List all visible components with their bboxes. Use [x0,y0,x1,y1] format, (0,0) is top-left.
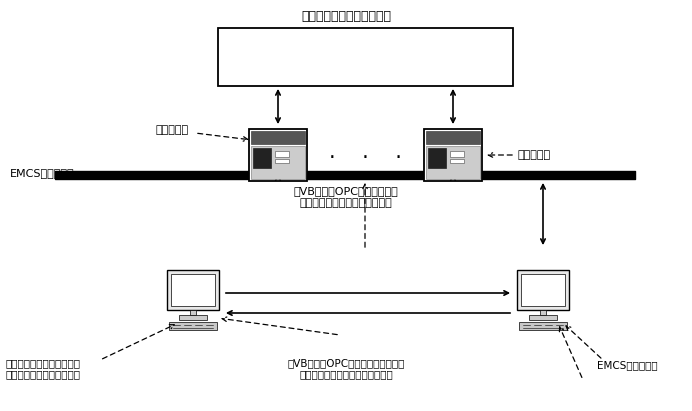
Bar [426,146,480,179]
Text: 动式故障诊断方法的计算机: 动式故障诊断方法的计算机 [5,369,80,379]
Bar [251,146,305,179]
Bar [519,322,567,330]
Text: 变风量空调系统的控制过程: 变风量空调系统的控制过程 [301,10,391,23]
Bar [424,129,482,181]
Text: 处理器发送主动式诊断控制信号: 处理器发送主动式诊断控制信号 [300,198,392,208]
Text: ·    ·    ·: · · · [329,148,402,168]
Text: 用VB语言和OPC客户端从中央处理器: 用VB语言和OPC客户端从中央处理器 [287,358,405,368]
Text: 现场控制器: 现场控制器 [155,125,188,135]
Bar [521,274,565,306]
Bar [428,148,446,168]
Text: EMCS中央处理器: EMCS中央处理器 [597,360,657,370]
Bar [540,310,546,315]
Bar [517,270,569,310]
Bar [171,274,215,306]
Bar [169,322,217,330]
Bar [251,131,305,144]
Text: EMCS的通信网络: EMCS的通信网络 [10,168,75,178]
Bar [426,131,480,144]
Text: 用VB语言和OPC客户端向中央: 用VB语言和OPC客户端向中央 [293,186,399,196]
Bar [249,129,307,181]
Bar [450,151,464,157]
Bar [450,159,464,163]
Text: 安装变风量空气处理机组主: 安装变风量空气处理机组主 [5,358,80,368]
Bar [275,159,289,163]
Bar [218,28,513,86]
Text: 获取变风量空调系统实时运行数据: 获取变风量空调系统实时运行数据 [299,369,393,379]
Bar [167,270,219,310]
Bar [529,315,557,320]
Bar [190,310,196,315]
Text: 现场控制器: 现场控制器 [517,150,550,160]
Bar [253,148,271,168]
Bar [275,151,289,157]
Bar [179,315,207,320]
